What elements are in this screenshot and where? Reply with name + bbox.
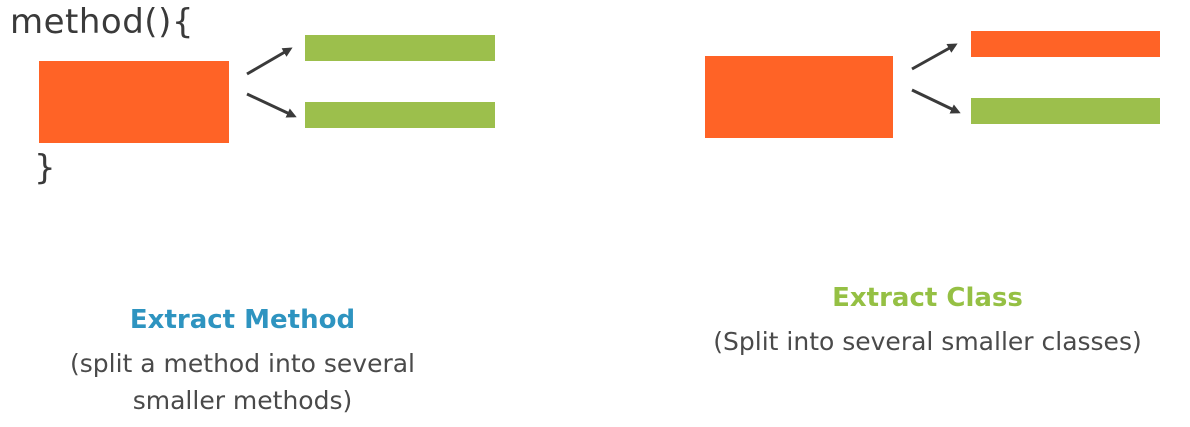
- right-extracted-class-block: [971, 98, 1160, 124]
- right-arrow-up-icon: [911, 43, 958, 71]
- extract-class-caption: Extract Class (Split into several smalle…: [665, 283, 1190, 360]
- extract-method-title: Extract Method: [129, 305, 356, 335]
- extract-method-description-line1: (split a method into several: [69, 349, 415, 378]
- code-method-close: }: [34, 148, 56, 188]
- left-extracted-method-top-block: [305, 35, 495, 61]
- right-remaining-class-block: [971, 31, 1160, 57]
- left-original-method-block: [39, 61, 229, 143]
- left-arrow-up-icon: [246, 47, 293, 76]
- extract-method-description-line2: smaller methods): [132, 386, 353, 415]
- right-original-class-block: [705, 56, 893, 138]
- right-arrow-down-icon: [911, 88, 961, 114]
- extract-class-title: Extract Class: [832, 283, 1023, 313]
- left-arrow-down-icon: [246, 92, 297, 118]
- left-extracted-method-bottom-block: [305, 102, 495, 128]
- extract-class-description: (Split into several smaller classes): [713, 327, 1142, 356]
- code-method-open: method(){: [10, 2, 194, 42]
- extract-method-caption: Extract Method (split a method into seve…: [10, 305, 475, 419]
